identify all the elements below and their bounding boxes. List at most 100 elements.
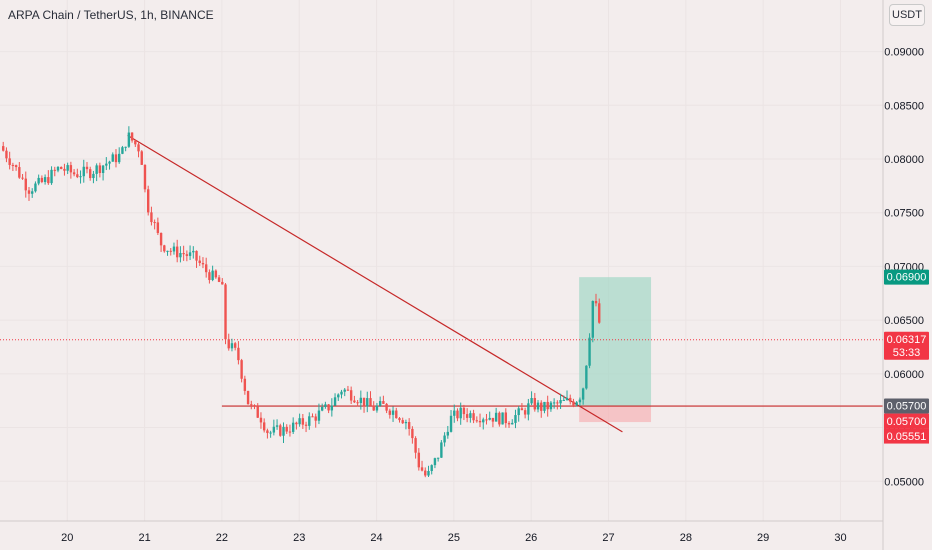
candle-body xyxy=(414,438,417,453)
candle-body xyxy=(208,272,211,281)
price-axis-tick-label: 0.07500 xyxy=(884,208,924,220)
candle-body xyxy=(256,406,259,418)
grid xyxy=(0,0,883,521)
candle-body xyxy=(556,402,559,404)
candle-body xyxy=(398,418,401,421)
candle-body xyxy=(359,397,363,404)
candle-body xyxy=(275,425,279,427)
candle-body xyxy=(105,163,108,166)
candle-body xyxy=(5,150,8,159)
candle-body xyxy=(230,343,234,349)
stop-price-tag: 0.05551 xyxy=(887,431,927,443)
candle-body xyxy=(98,165,102,174)
candle-body xyxy=(172,246,176,252)
candle-body xyxy=(233,343,237,348)
candle-body xyxy=(404,422,408,424)
candle-body xyxy=(72,172,76,175)
current-price-tag-bg xyxy=(884,331,929,360)
candle-body xyxy=(540,402,543,411)
candle-body xyxy=(188,252,192,256)
candle-body xyxy=(520,408,524,411)
candle-body xyxy=(285,426,288,432)
candle-body xyxy=(21,177,24,179)
time-axis-tick-label: 22 xyxy=(216,532,228,544)
candle-body xyxy=(14,165,18,168)
candle-body xyxy=(517,408,520,416)
current-price-tag: 0.06317 xyxy=(887,334,927,346)
candle-body xyxy=(159,232,163,246)
candle-body xyxy=(185,254,189,256)
price-axis-tick-label: 0.05000 xyxy=(884,476,924,488)
candle-body xyxy=(47,177,50,184)
candle-body xyxy=(317,410,321,421)
level-price-tag-bg xyxy=(884,398,929,414)
candle-body xyxy=(543,401,546,411)
candle-body xyxy=(259,417,263,423)
time-axis-tick-label: 25 xyxy=(448,532,460,544)
candle-body xyxy=(221,281,224,285)
candle-body xyxy=(388,410,392,415)
candle-body xyxy=(146,189,150,213)
candle-body xyxy=(523,410,527,415)
profit-zone xyxy=(579,277,652,407)
candle-body xyxy=(182,253,185,255)
candle-body xyxy=(530,398,533,404)
loss-zone xyxy=(579,406,652,423)
candle-body xyxy=(314,416,317,421)
candle-body xyxy=(475,420,479,422)
candle-body xyxy=(121,147,124,154)
time-axis[interactable]: 20 21 22 23 24 25 26 27 28 29 30 xyxy=(61,532,846,544)
time-axis-tick-label: 24 xyxy=(370,532,382,544)
candle-body xyxy=(140,151,143,165)
candle-body xyxy=(478,420,482,423)
position-zones xyxy=(579,277,652,423)
candle-body xyxy=(92,173,95,179)
candle-body xyxy=(63,168,66,171)
candle-body xyxy=(50,169,53,184)
candle-body xyxy=(114,154,118,163)
candle-body xyxy=(246,390,250,405)
candles xyxy=(2,126,601,478)
candle-body xyxy=(465,414,469,418)
candle-body xyxy=(511,422,514,425)
candle-body xyxy=(485,419,488,421)
candle-body xyxy=(378,401,382,406)
candle-body xyxy=(424,470,427,476)
candle-body xyxy=(311,416,314,418)
candle-body xyxy=(198,260,201,264)
candle-body xyxy=(53,169,56,171)
current-price-tag-countdown: 53:33 xyxy=(893,347,921,359)
candle-body xyxy=(324,404,327,407)
candle-body xyxy=(24,178,27,191)
candle-body xyxy=(250,404,253,406)
candle-body xyxy=(301,418,305,425)
candle-body xyxy=(101,165,105,174)
candle-body xyxy=(34,183,37,192)
candle-body xyxy=(395,410,398,419)
candle-body xyxy=(60,167,63,169)
candle-body xyxy=(95,165,98,174)
time-axis-tick-label: 23 xyxy=(293,532,305,544)
candle-body xyxy=(552,402,556,404)
currency-button[interactable]: USDT xyxy=(889,4,925,26)
candle-body xyxy=(217,277,221,282)
price-axis-tick-label: 0.08500 xyxy=(884,100,924,112)
candle-body xyxy=(179,253,182,258)
candle-body xyxy=(440,442,443,458)
candle-body xyxy=(391,410,395,415)
candle-body xyxy=(591,301,594,338)
candle-body xyxy=(108,161,111,164)
candle-body xyxy=(572,401,575,406)
candle-body xyxy=(585,365,588,389)
candle-body xyxy=(282,426,285,436)
candle-body xyxy=(127,132,131,147)
candle-body xyxy=(349,390,353,401)
candle-body xyxy=(462,407,466,415)
candle-body xyxy=(308,416,311,426)
candle-body xyxy=(240,360,243,379)
candle-body xyxy=(382,401,385,404)
candle-body xyxy=(237,347,240,361)
target-price-tag-bg xyxy=(884,269,929,285)
